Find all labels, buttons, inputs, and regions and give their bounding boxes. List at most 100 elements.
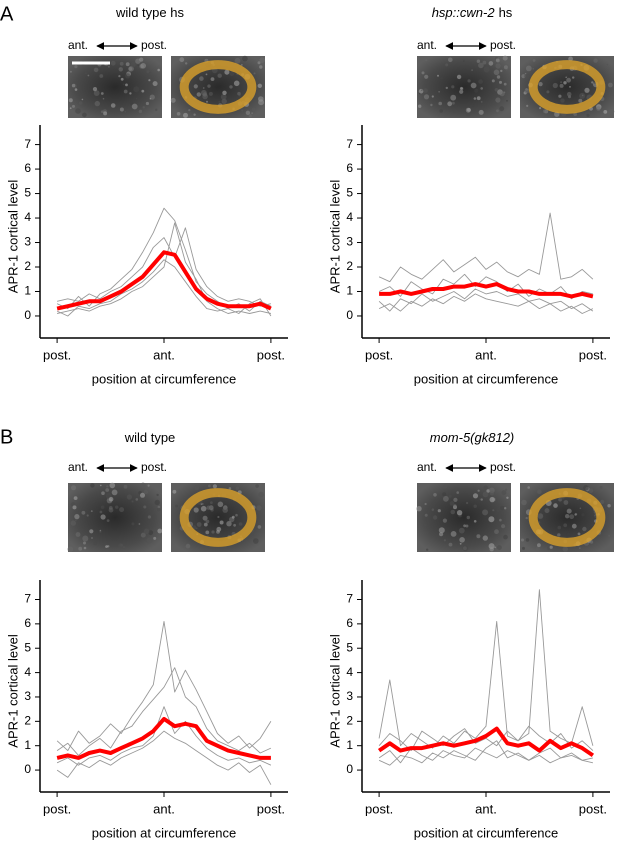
micrograph-noise bbox=[83, 541, 86, 545]
micrograph-noise bbox=[442, 492, 447, 497]
micrograph-noise bbox=[236, 73, 238, 76]
micrograph-noise bbox=[416, 506, 422, 512]
micrograph-noise bbox=[100, 92, 104, 95]
micrograph-noise bbox=[257, 525, 262, 529]
micrograph-noise bbox=[115, 505, 119, 509]
micrograph-noise bbox=[193, 113, 196, 116]
micrograph-noise bbox=[185, 62, 188, 65]
micrograph-noise bbox=[476, 59, 481, 63]
micrograph-noise bbox=[92, 87, 98, 92]
micrograph-noise bbox=[145, 101, 149, 106]
micrograph-noise bbox=[439, 532, 444, 537]
micrograph-noise bbox=[93, 67, 99, 73]
micrograph-noise bbox=[572, 76, 575, 79]
micrograph-noise bbox=[130, 61, 136, 68]
trace-line bbox=[56, 706, 272, 766]
micrograph-noise bbox=[443, 484, 448, 489]
x-tick-label: post. bbox=[365, 801, 393, 816]
micrograph-noise bbox=[119, 107, 124, 112]
micrograph-noise bbox=[99, 530, 102, 533]
micrograph-noise bbox=[69, 70, 72, 73]
micrograph-noise bbox=[483, 485, 489, 491]
micrograph-noise bbox=[111, 489, 118, 496]
micrograph-noise bbox=[476, 534, 481, 539]
cell-outline bbox=[179, 60, 257, 114]
micrograph-noise bbox=[72, 104, 75, 108]
y-axis-label: APR-1 cortical level bbox=[5, 180, 20, 294]
micrograph-noise bbox=[110, 103, 116, 108]
micrograph-noise bbox=[100, 484, 102, 487]
micrograph-noise bbox=[503, 534, 508, 540]
micrograph-noise bbox=[157, 505, 161, 509]
micrograph-noise bbox=[202, 503, 204, 505]
micrograph-noise bbox=[105, 488, 110, 492]
micrograph-noise bbox=[135, 97, 138, 100]
micrograph-noise bbox=[574, 513, 577, 516]
micrograph-noise bbox=[500, 69, 503, 73]
micrograph-noise bbox=[105, 545, 108, 548]
micrograph-noise bbox=[78, 101, 83, 105]
x-tick-label: ant. bbox=[475, 801, 497, 816]
panel-label: A bbox=[0, 3, 14, 25]
micrograph-noise bbox=[559, 83, 564, 88]
micrograph-noise bbox=[146, 70, 150, 74]
micrograph-noise bbox=[581, 513, 585, 517]
micrograph-noise bbox=[74, 514, 80, 520]
micrograph-noise bbox=[503, 82, 507, 86]
mean-line bbox=[56, 716, 271, 760]
y-tick-label: 2 bbox=[346, 714, 353, 728]
micrograph-noise bbox=[122, 83, 125, 86]
micrograph-noise bbox=[437, 74, 439, 77]
micrograph-noise bbox=[99, 529, 102, 532]
micrograph-noise bbox=[488, 516, 495, 523]
micrograph-noise bbox=[496, 75, 501, 79]
micrograph-noise bbox=[506, 496, 509, 499]
micrograph-noise bbox=[133, 86, 140, 93]
micrograph-noise bbox=[203, 522, 208, 527]
micrograph-noise bbox=[450, 509, 456, 515]
micrograph-noise bbox=[179, 57, 185, 63]
micrograph-noise bbox=[450, 531, 457, 537]
x-tick-label: ant. bbox=[153, 801, 175, 816]
micrograph-noise bbox=[525, 516, 528, 520]
trace-line bbox=[378, 589, 594, 749]
micrograph-noise bbox=[147, 484, 150, 487]
micrograph-noise bbox=[493, 69, 500, 76]
micrograph-noise bbox=[228, 487, 232, 490]
micrograph-noise bbox=[233, 523, 237, 527]
micrograph-noise bbox=[140, 532, 146, 538]
micrograph-noise bbox=[478, 79, 483, 84]
micrograph-noise bbox=[131, 103, 138, 110]
micrograph-noise bbox=[539, 107, 542, 110]
micrograph-noise bbox=[477, 489, 480, 492]
micrograph-noise bbox=[557, 525, 562, 530]
micrograph-noise bbox=[506, 99, 508, 102]
micrograph-noise bbox=[119, 61, 124, 66]
micrograph-noise bbox=[222, 507, 228, 513]
micrograph-noise bbox=[220, 93, 227, 100]
micrograph-noise bbox=[496, 109, 499, 113]
orientation-label: post. bbox=[490, 38, 516, 52]
orientation-label: post. bbox=[141, 460, 167, 474]
micrograph-noise bbox=[68, 98, 73, 103]
micrograph-noise bbox=[438, 101, 443, 106]
y-tick-label: 0 bbox=[24, 308, 31, 322]
micrograph-noise bbox=[101, 491, 105, 496]
micrograph-noise bbox=[235, 513, 238, 517]
micrograph-noise bbox=[566, 508, 572, 514]
micrograph-noise bbox=[470, 82, 477, 89]
micrograph-noise bbox=[525, 65, 532, 72]
micrograph-noise bbox=[521, 499, 527, 506]
micrograph-noise bbox=[466, 501, 469, 505]
y-tick-label: 3 bbox=[24, 689, 31, 703]
micrograph-noise bbox=[157, 507, 161, 512]
micrograph-noise bbox=[148, 79, 151, 82]
micrograph-noise bbox=[423, 523, 427, 527]
micrograph-noise bbox=[140, 63, 146, 69]
y-tick-label: 7 bbox=[24, 137, 31, 151]
micrograph-noise bbox=[208, 484, 211, 488]
micrograph-noise bbox=[99, 74, 104, 78]
micrograph-noise bbox=[473, 520, 477, 523]
micrograph-noise bbox=[495, 58, 499, 62]
micrograph-noise bbox=[149, 97, 152, 100]
